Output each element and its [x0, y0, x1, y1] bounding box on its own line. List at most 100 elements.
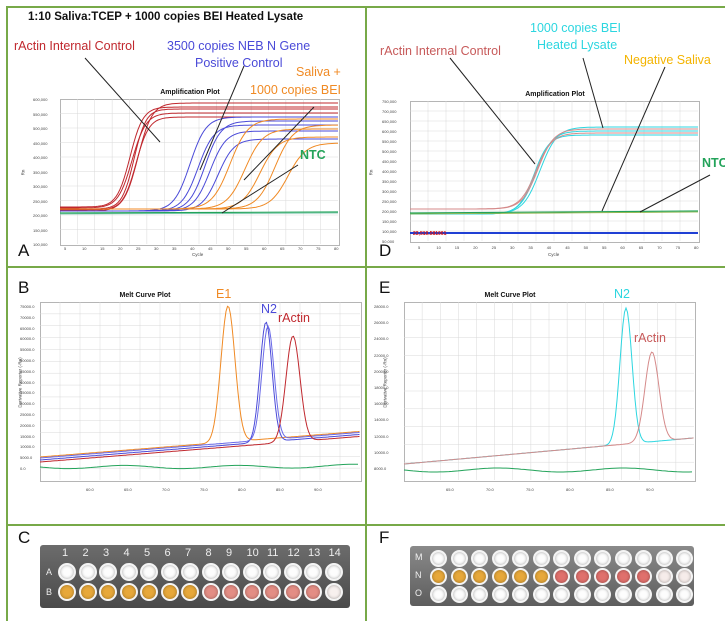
x-b-tick: 80.0 — [238, 487, 246, 492]
plate-column-label: 3 — [103, 547, 110, 559]
plate-column-label: 5 — [144, 547, 151, 559]
y-axis-label-b: Derivative Reporter (-Rn) — [17, 357, 23, 408]
y-a-tick: 100,000 — [33, 242, 48, 247]
x-b-tick: 85.0 — [276, 487, 284, 492]
bei-label-d-line1: 1000 copies BEI — [530, 21, 622, 35]
n2-melt-curve — [39, 324, 360, 459]
x-d-tick: 70 — [657, 245, 662, 250]
ntc-curve — [59, 211, 339, 214]
y-b-tick: 65000.0 — [20, 325, 35, 331]
y-axis-label-e: Derivative Reporter (-Rn) — [382, 357, 388, 408]
y-a-tick: 500,000 — [33, 126, 48, 131]
y-d-tick: 150,000 — [382, 219, 397, 224]
plate-f-well — [512, 550, 529, 567]
n2-label-b: N2 — [261, 302, 277, 316]
panel-letter-e: E — [379, 278, 391, 297]
melt-chart-e — [403, 302, 694, 480]
plate-f-well — [655, 550, 673, 567]
plate-f-well — [471, 568, 488, 585]
ntc-label-a: NTC — [300, 148, 326, 162]
plate-c-well — [222, 583, 240, 601]
y-e-tick: 8000.0 — [374, 466, 387, 471]
plate-f-well — [594, 568, 611, 585]
ractin-label-b: rActin — [278, 311, 310, 325]
plot-title-e: Melt Curve Plot — [484, 292, 536, 299]
e1-melt-curve — [39, 305, 360, 458]
plate-c-well — [222, 563, 240, 581]
y-a-tick: 600,000 — [33, 97, 48, 102]
plate-f-well — [512, 586, 529, 603]
plate-column-label: 6 — [164, 547, 171, 559]
y-a-tick: 300,000 — [33, 184, 48, 189]
x-d-tick: 35 — [528, 245, 533, 250]
x-b-tick: 65.0 — [124, 487, 132, 492]
plate-column-label: 14 — [328, 547, 341, 559]
plate-f-well — [573, 550, 591, 567]
ractin-curve — [410, 132, 698, 210]
figure-title: 1:10 Saliva:TCEP + 1000 copies BEI Heate… — [28, 11, 304, 23]
y-b-tick: 15000.0 — [20, 433, 35, 439]
x-a-tick: 45 — [208, 246, 213, 251]
x-a-tick: 35 — [172, 246, 177, 251]
x-a-tick: 65 — [280, 246, 285, 251]
plate-c-well — [242, 563, 261, 581]
x-a-tick: 15 — [100, 246, 105, 251]
y-e-tick: 12000.0 — [374, 433, 389, 439]
x-d-tick: 25 — [491, 245, 497, 250]
ractin-curve — [60, 102, 338, 212]
x-b-tick: 60.0 — [86, 487, 94, 492]
x-axis-label-a: Cycle — [192, 252, 204, 257]
y-a-tick: 550,000 — [33, 111, 48, 117]
x-d-tick: 75 — [675, 245, 681, 250]
x-b-tick: 90.0 — [314, 487, 322, 492]
y-b-tick: 70000.0 — [20, 314, 35, 320]
plate-c-well — [119, 583, 138, 601]
plate-c-well — [140, 563, 158, 581]
plate-f-well — [450, 550, 468, 567]
y-e-tick: 22000.0 — [374, 352, 389, 358]
plate-f-well — [635, 586, 652, 603]
x-b-tick: 70.0 — [162, 487, 170, 492]
x-a-tick: 25 — [136, 246, 141, 251]
y-e-tick: 14000.0 — [374, 417, 389, 423]
y-d-tick: 400,000 — [382, 169, 397, 174]
y-e-tick: 26000.0 — [374, 320, 389, 326]
plate-f-well — [573, 568, 591, 585]
plate-f-well — [430, 586, 447, 603]
ractin-curve — [60, 106, 338, 208]
x-a-tick: 80 — [334, 246, 339, 251]
plate-f-well — [635, 568, 652, 585]
x-d-tick: 10 — [436, 245, 441, 250]
plate-c-well — [181, 563, 199, 581]
y-b-tick: 30000.0 — [20, 401, 35, 407]
plate-f-well — [471, 586, 488, 603]
x-d-tick: 20 — [473, 245, 478, 250]
n2-melt-curve — [39, 321, 360, 461]
plate-column-label: 10 — [246, 547, 259, 559]
plate-f-well — [614, 586, 632, 603]
plate-c-well — [201, 563, 220, 581]
x-b-tick: 75.0 — [200, 487, 208, 492]
plate-c-well — [242, 583, 261, 601]
plate-c-well — [283, 563, 302, 581]
y-b-tick: 40000.0 — [20, 379, 35, 385]
plate-f-well — [614, 550, 632, 567]
saliva-label-a-line1: Saliva + — [296, 65, 341, 79]
panel-letter-b: B — [18, 278, 30, 297]
x-e-tick: 70.0 — [486, 487, 494, 492]
melt-chart-b — [39, 302, 360, 480]
plate-f-well — [430, 550, 447, 567]
x-a-tick: 30 — [154, 246, 159, 251]
negative-curve — [409, 210, 699, 214]
plate-column-label: 13 — [308, 547, 321, 559]
x-e-tick: 75.0 — [526, 487, 534, 492]
frame-row2 — [6, 524, 725, 526]
x-e-tick: 90.0 — [646, 487, 654, 492]
plate-f-well — [512, 568, 529, 585]
neg-label-d: Negative Saliva — [624, 53, 711, 67]
plate-f-well — [553, 568, 570, 585]
x-a-tick: 75 — [316, 246, 321, 251]
amplification-chart-a — [59, 99, 339, 244]
x-a-tick: 20 — [118, 246, 123, 251]
plot-title-d: Amplification Plot — [525, 91, 585, 98]
